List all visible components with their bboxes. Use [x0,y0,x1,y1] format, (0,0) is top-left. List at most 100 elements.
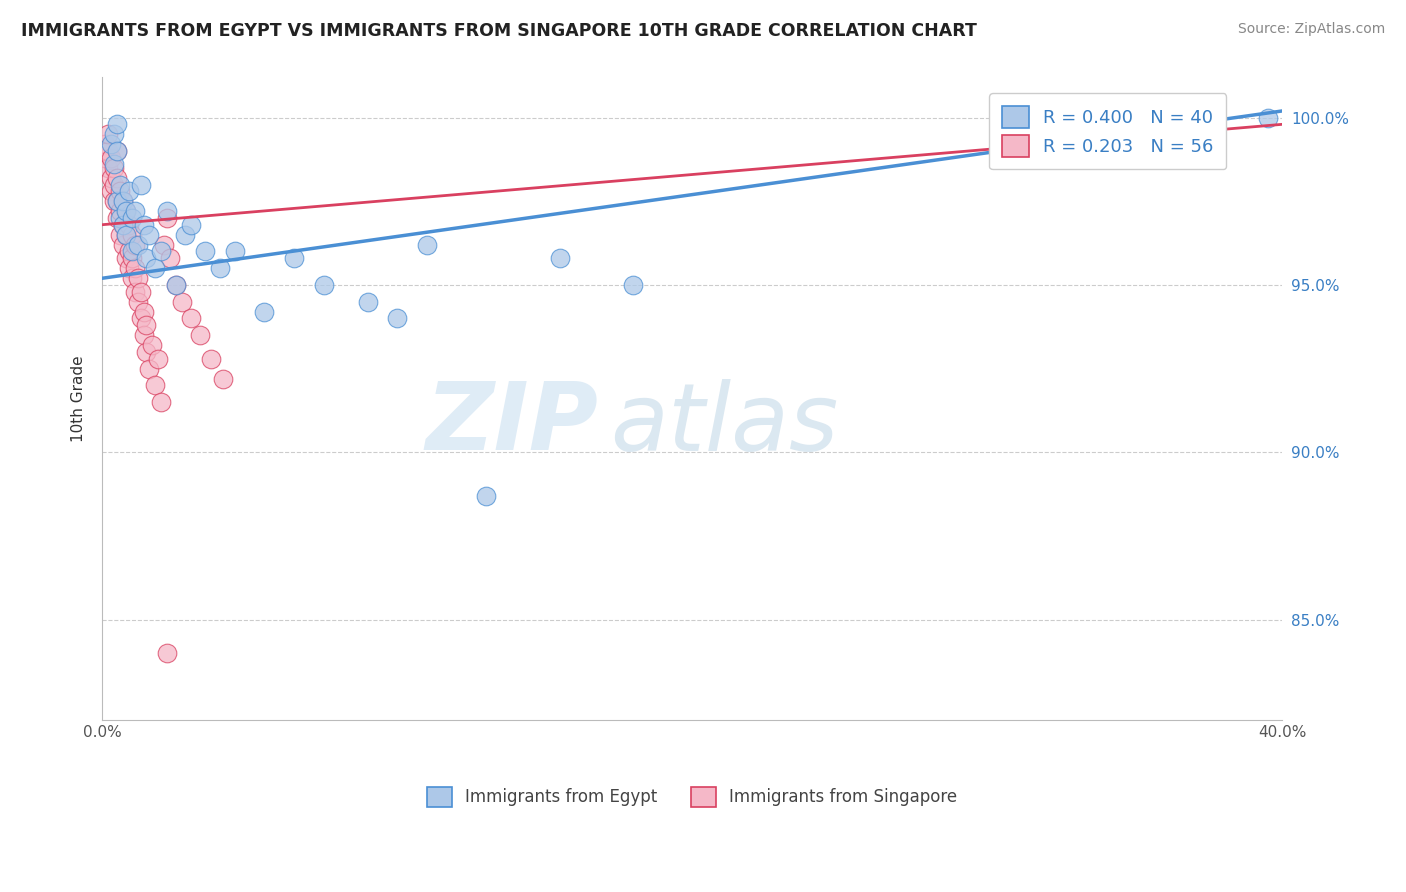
Point [159,251,181,265]
Point [224,244,246,259]
Point [118,218,141,232]
Point [621,277,644,292]
Point [165,277,187,292]
Point [97,144,120,158]
Point [180,218,202,232]
Point [212,372,235,386]
Point [200,351,222,366]
Point [114,251,136,265]
Point [143,261,166,276]
Point [135,318,157,332]
Point [150,244,173,259]
Point [118,261,141,276]
Point [129,311,152,326]
Point [153,237,176,252]
Point [114,227,136,242]
Point [97,128,120,142]
Point [105,194,128,209]
Point [103,128,125,142]
Point [108,204,131,219]
Point [194,244,217,259]
Point [103,161,125,175]
Point [132,328,155,343]
Point [150,395,173,409]
Point [156,646,179,660]
Point [105,144,128,158]
Point [127,294,149,309]
Point [127,237,149,252]
Text: atlas: atlas [610,379,838,470]
Y-axis label: 10th Grade: 10th Grade [72,355,86,442]
Point [475,489,498,503]
Point [108,184,131,198]
Point [121,271,143,285]
Point [253,304,276,318]
Point [548,251,571,265]
Point [132,218,155,232]
Point [148,351,170,366]
Point [124,237,146,252]
Text: IMMIGRANTS FROM EGYPT VS IMMIGRANTS FROM SINGAPORE 10TH GRADE CORRELATION CHART: IMMIGRANTS FROM EGYPT VS IMMIGRANTS FROM… [21,22,977,40]
Point [124,204,146,219]
Point [124,261,146,276]
Legend: Immigrants from Egypt, Immigrants from Singapore: Immigrants from Egypt, Immigrants from S… [413,773,972,821]
Point [387,311,409,326]
Point [111,194,134,209]
Point [118,184,141,198]
Point [138,361,160,376]
Point [141,338,163,352]
Point [180,311,202,326]
Point [135,251,157,265]
Point [111,218,134,232]
Point [105,117,128,131]
Point [143,378,166,392]
Point [188,328,211,343]
Point [114,204,136,219]
Point [100,170,122,185]
Text: Source: ZipAtlas.com: Source: ZipAtlas.com [1237,22,1385,37]
Point [127,271,149,285]
Point [170,294,193,309]
Point [416,237,439,252]
Point [121,227,143,242]
Point [121,251,143,265]
Point [100,137,122,152]
Point [114,227,136,242]
Point [312,277,335,292]
Point [283,251,305,265]
Point [105,211,128,225]
Point [94,137,117,152]
Point [129,285,152,299]
Point [165,277,187,292]
Point [105,144,128,158]
Point [111,237,134,252]
Point [114,204,136,219]
Point [357,294,380,309]
Point [100,184,122,198]
Point [124,285,146,299]
Point [94,151,117,165]
Point [108,211,131,225]
Point [138,227,160,242]
Point [100,151,122,165]
Point [118,244,141,259]
Point [103,178,125,192]
Point [108,178,131,192]
Point [111,218,134,232]
Text: ZIP: ZIP [425,378,598,470]
Point [173,227,195,242]
Point [97,161,120,175]
Point [121,211,143,225]
Point [121,244,143,259]
Point [105,170,128,185]
Point [209,261,232,276]
Point [156,204,179,219]
Point [129,178,152,192]
Point [103,157,125,171]
Point [111,194,134,209]
Point [135,345,157,359]
Point [1257,111,1279,125]
Point [132,304,155,318]
Point [103,194,125,209]
Point [108,227,131,242]
